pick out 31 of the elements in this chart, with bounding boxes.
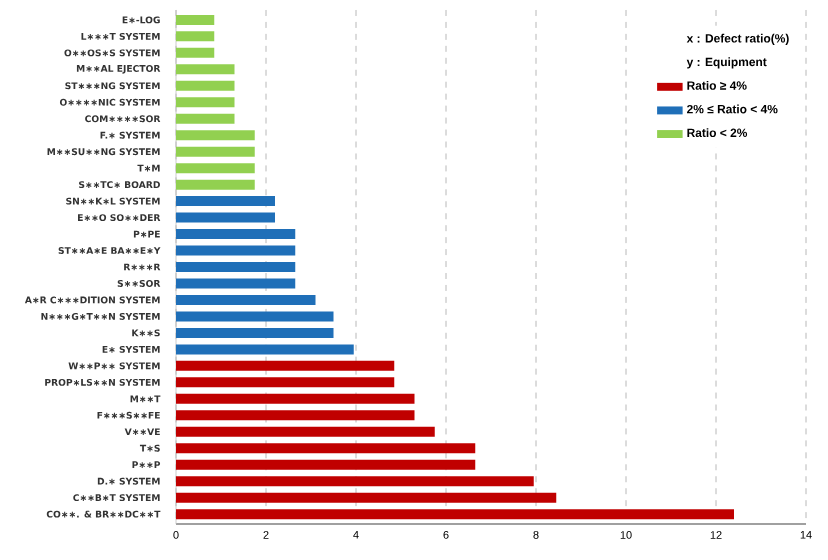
bar xyxy=(176,31,215,42)
bar xyxy=(176,97,235,108)
bar xyxy=(176,47,215,58)
bar xyxy=(176,229,296,240)
bar xyxy=(176,393,415,404)
bar xyxy=(176,130,255,141)
bar xyxy=(176,459,476,470)
bar xyxy=(176,179,255,190)
bar xyxy=(176,64,235,75)
bar xyxy=(176,212,275,223)
bar xyxy=(176,443,476,454)
bar xyxy=(176,476,534,487)
bar xyxy=(176,146,255,157)
bar xyxy=(176,426,435,437)
bar xyxy=(176,360,395,371)
bar xyxy=(176,327,334,338)
bar xyxy=(176,80,235,91)
bar xyxy=(176,278,296,289)
bar xyxy=(176,14,215,25)
bar xyxy=(176,113,235,124)
bar xyxy=(176,509,734,520)
bar xyxy=(176,410,415,421)
bar xyxy=(176,294,316,305)
bar xyxy=(176,377,395,388)
bar xyxy=(176,163,255,174)
bar xyxy=(176,196,275,207)
bar xyxy=(176,262,296,272)
bar xyxy=(176,492,557,503)
bar xyxy=(176,245,296,256)
bar xyxy=(176,311,334,322)
bar xyxy=(176,344,354,355)
